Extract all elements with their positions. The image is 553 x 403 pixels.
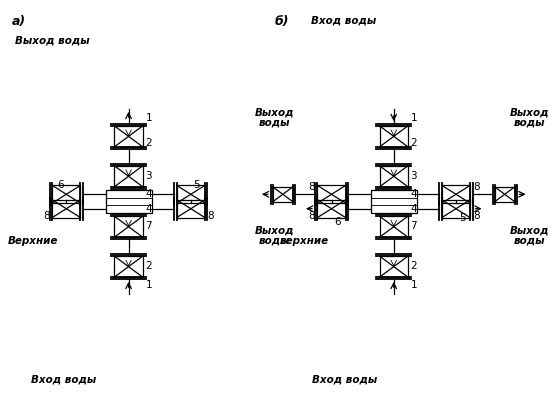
Text: Выход
воды: Выход воды bbox=[509, 107, 549, 128]
Text: 8: 8 bbox=[473, 211, 479, 221]
Text: Верхние: Верхние bbox=[8, 235, 58, 245]
Text: 4: 4 bbox=[145, 204, 152, 214]
Text: Вход воды: Вход воды bbox=[31, 374, 96, 384]
Text: 6: 6 bbox=[57, 180, 64, 190]
Text: 3: 3 bbox=[145, 171, 152, 181]
Text: 5: 5 bbox=[458, 213, 465, 223]
Text: 7: 7 bbox=[145, 221, 152, 231]
Text: 8: 8 bbox=[43, 211, 49, 221]
Text: 7: 7 bbox=[410, 221, 417, 231]
Text: 4: 4 bbox=[410, 189, 417, 199]
Text: Выход
воды: Выход воды bbox=[255, 107, 294, 128]
Text: 6: 6 bbox=[334, 217, 341, 227]
Text: Выход
воды: Выход воды bbox=[509, 225, 549, 246]
Text: 1: 1 bbox=[145, 280, 152, 290]
Text: 3: 3 bbox=[410, 171, 417, 181]
Text: 8: 8 bbox=[208, 211, 215, 221]
Text: 1: 1 bbox=[410, 113, 417, 123]
Text: 1: 1 bbox=[145, 113, 152, 123]
Text: 8: 8 bbox=[308, 211, 315, 221]
Text: Выход
воды: Выход воды bbox=[255, 225, 294, 246]
Text: 4: 4 bbox=[145, 189, 152, 199]
Text: 2: 2 bbox=[410, 261, 417, 270]
Text: 5: 5 bbox=[194, 180, 200, 190]
Text: 1: 1 bbox=[410, 280, 417, 290]
Text: Вход воды: Вход воды bbox=[311, 15, 376, 25]
Text: а): а) bbox=[12, 15, 27, 28]
Text: 8: 8 bbox=[308, 182, 315, 192]
Text: 2: 2 bbox=[410, 139, 417, 148]
Text: верхние: верхние bbox=[280, 235, 329, 245]
Text: Вход воды: Вход воды bbox=[312, 374, 378, 384]
Text: 2: 2 bbox=[145, 261, 152, 270]
Text: б): б) bbox=[275, 15, 289, 28]
Text: 8: 8 bbox=[473, 182, 479, 192]
Text: 4: 4 bbox=[410, 204, 417, 214]
Text: 2: 2 bbox=[145, 139, 152, 148]
Text: Выход воды: Выход воды bbox=[15, 35, 90, 46]
